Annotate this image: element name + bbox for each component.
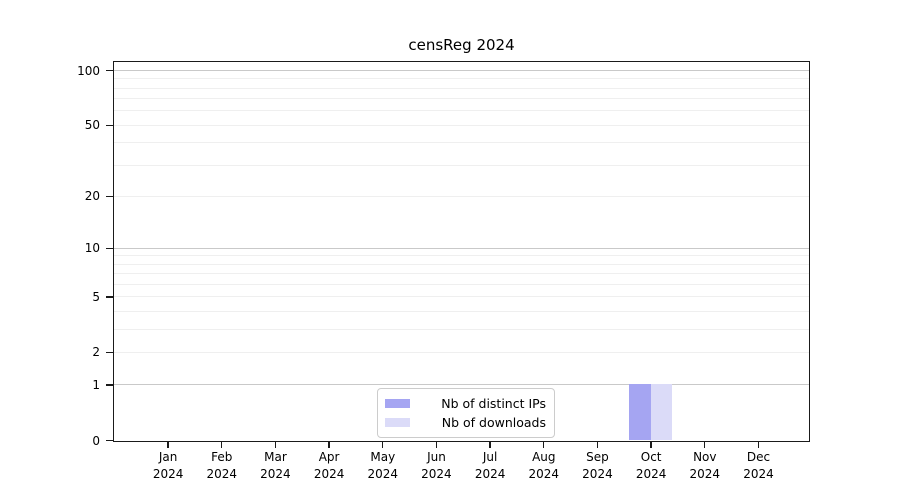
x-tick-label: Aug 2024 [512,449,576,482]
minor-gridline [114,87,809,89]
x-tick-year: 2024 [528,466,560,481]
x-tick-mark [596,442,599,448]
minor-gridline [114,263,809,265]
legend-swatch-downloads [385,418,410,427]
major-gridline [114,70,809,71]
x-tick-year: 2024 [206,466,238,481]
x-tick-label: Jun 2024 [404,449,468,482]
minor-gridline [114,110,809,112]
x-tick-year: 2024 [743,466,774,481]
y-tick-label: 20 [84,189,100,204]
x-tick-year: 2024 [582,466,613,481]
y-tick-label: 10 [84,241,100,256]
y-tick-mark [106,384,113,386]
x-tick-mark [382,442,384,448]
minor-gridline [114,273,809,275]
x-tick-month: Jul [482,450,498,464]
x-tick-month: Sep [586,450,609,464]
x-tick-mark [167,442,169,448]
legend-label-distinct-ips: Nb of distinct IPs [441,396,546,411]
major-gridline [114,384,809,386]
y-tick-mark [106,69,113,72]
x-tick-month: Jun [427,450,446,464]
x-tick-year: 2024 [421,466,452,481]
plot-inner [114,62,809,441]
x-tick-mark [489,442,491,448]
minor-gridline [114,283,809,285]
x-tick-mark [274,442,277,448]
x-tick-month: Nov [693,450,717,464]
y-tick-mark [106,351,113,354]
x-tick-year: 2024 [152,466,184,481]
minor-gridline [114,98,809,100]
x-tick-month: May [370,450,396,464]
x-tick-month: Aug [532,450,556,464]
legend-row-downloads: Nb of downloads [385,413,546,432]
minor-gridline [114,351,809,353]
y-tick-label: 100 [77,63,100,78]
x-tick-year: 2024 [313,466,345,481]
legend-label-downloads: Nb of downloads [441,415,546,430]
legend: Nb of distinct IPs Nb of downloads [377,388,555,438]
x-tick-label: Jul 2024 [458,449,522,482]
x-tick-label: Mar 2024 [243,449,307,482]
x-tick-mark [704,442,706,448]
plot-area: Nb of distinct IPs Nb of downloads [113,61,810,442]
y-tick-mark [106,195,113,198]
x-tick-month: Apr [318,450,340,464]
x-tick-year: 2024 [367,466,399,481]
x-tick-month: Oct [640,450,662,464]
x-tick-mark [650,442,652,448]
bar-downloads [650,384,673,440]
minor-gridline [114,328,809,330]
y-tick-label: 50 [84,118,100,133]
x-tick-mark [221,442,223,448]
y-tick-label: 1 [92,377,100,392]
x-tick-label: May 2024 [351,449,415,482]
y-tick-label: 2 [92,345,100,360]
x-tick-year: 2024 [260,466,291,481]
x-tick-label: Dec 2024 [726,449,790,482]
legend-row-distinct-ips: Nb of distinct IPs [385,394,546,413]
y-tick-mark [106,247,113,249]
major-gridline [114,247,809,249]
minor-gridline [114,142,809,144]
minor-gridline [114,195,809,197]
x-tick-month: Feb [211,450,233,464]
x-tick-year: 2024 [689,466,721,481]
minor-gridline [114,296,809,298]
x-tick-label: Feb 2024 [190,449,254,482]
y-tick-mark [106,439,113,442]
x-tick-label: Sep 2024 [565,449,629,482]
y-tick-label: 5 [92,289,100,304]
x-tick-label: Oct 2024 [619,449,683,482]
x-tick-month: Jan [158,450,178,464]
minor-gridline [114,255,809,257]
minor-gridline [114,164,809,166]
x-tick-mark [328,442,330,448]
x-tick-mark [543,442,545,448]
x-tick-label: Nov 2024 [673,449,737,482]
x-tick-label: Apr 2024 [297,449,361,482]
legend-swatch-distinct-ips [385,399,410,408]
x-tick-year: 2024 [474,466,506,481]
y-tick-label: 0 [92,433,100,448]
bar-distinct-ips [629,384,651,440]
x-tick-month: Mar [264,450,287,464]
minor-gridline [114,124,809,126]
x-tick-year: 2024 [635,466,667,481]
chart-title: censReg 2024 [408,36,515,54]
x-tick-month: Dec [746,450,771,464]
x-tick-mark [435,442,438,448]
minor-gridline [114,310,809,312]
y-tick-mark [106,124,113,126]
x-tick-label: Jan 2024 [136,449,200,482]
y-tick-mark [106,296,113,298]
minor-gridline [114,78,809,80]
x-tick-mark [757,442,760,448]
